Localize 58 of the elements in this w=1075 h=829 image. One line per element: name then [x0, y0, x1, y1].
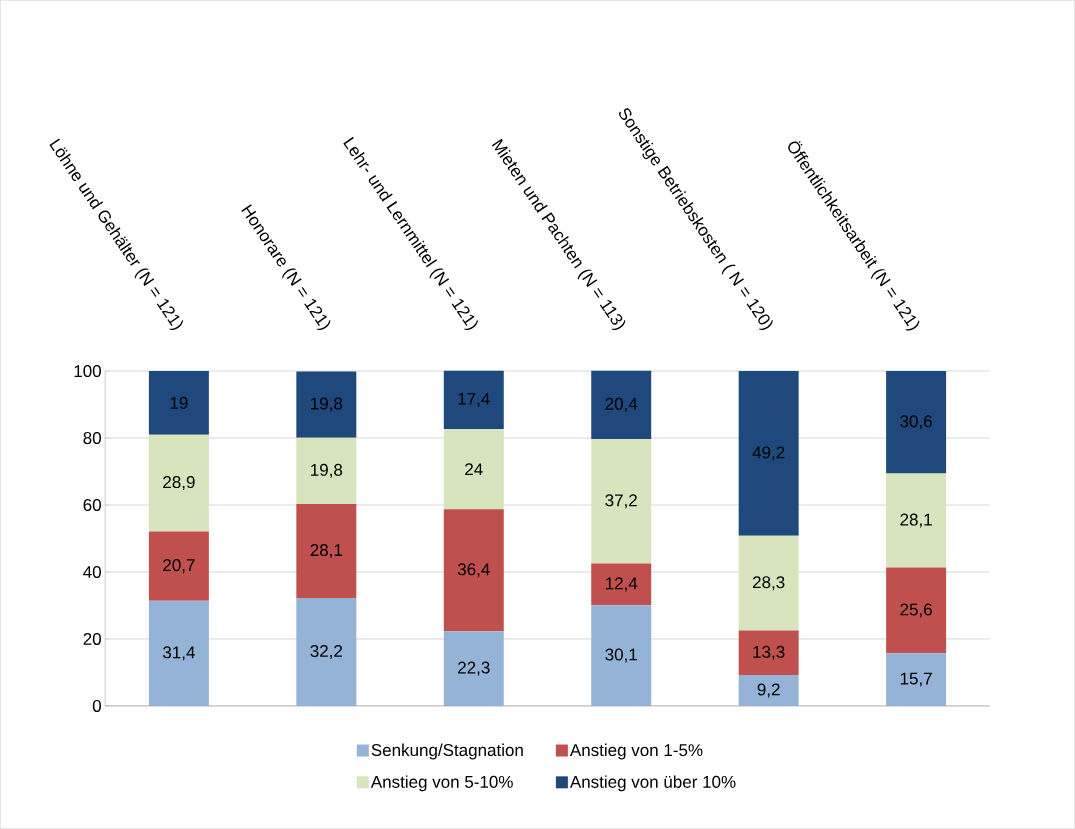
bar [148, 371, 209, 435]
data-label: 19 [170, 396, 188, 409]
y-tick-label: 100 [74, 365, 101, 378]
bar [591, 563, 652, 606]
bar [148, 434, 209, 532]
data-label: 25,6 [900, 603, 932, 618]
data-label: 24 [465, 463, 483, 476]
data-label: 20,4 [605, 397, 638, 412]
bar [296, 437, 357, 504]
data-label: 17,4 [458, 392, 490, 407]
bar [886, 371, 947, 474]
bar [738, 371, 799, 536]
bar [886, 653, 947, 706]
y-tick-label: 80 [83, 431, 101, 445]
data-label: 37,2 [605, 494, 637, 509]
data-label: 36,4 [457, 563, 490, 578]
data-label: 12,4 [605, 577, 638, 592]
bar [296, 371, 357, 438]
data-label: 22,3 [458, 661, 490, 676]
data-label: 28,1 [900, 513, 932, 528]
data-label: 30,6 [900, 415, 932, 430]
bar [296, 598, 357, 706]
bar [738, 535, 799, 631]
bar [591, 605, 652, 706]
bar [886, 473, 947, 568]
bar [591, 370, 652, 439]
legend-label: Anstieg von 5-10% [370, 775, 513, 792]
bar [443, 631, 504, 706]
bar [886, 567, 947, 654]
data-label: 31,4 [163, 646, 195, 661]
data-label: 30,1 [605, 648, 637, 663]
bar [591, 439, 652, 564]
bar [148, 531, 209, 601]
data-label: 13,3 [753, 645, 785, 660]
bar [738, 630, 799, 676]
data-label: 28,1 [310, 543, 343, 559]
legend-label: Senkung/Stagnation [371, 743, 523, 760]
bar [296, 503, 357, 599]
bar [738, 675, 799, 706]
data-label: 9,2 [757, 683, 780, 698]
data-label: 19,8 [311, 397, 343, 412]
legend-label: Anstieg von über 10% [569, 775, 736, 792]
data-label: 28,9 [163, 476, 195, 491]
data-label: 15,7 [900, 672, 932, 687]
data-label: 28,3 [752, 576, 785, 591]
y-tick-label: 40 [83, 565, 101, 578]
legend-label: Anstieg von 1-5% [569, 743, 703, 760]
y-tick-label: 20 [83, 632, 101, 645]
bar [443, 428, 504, 510]
bar [443, 370, 504, 429]
data-label: 19,8 [311, 463, 343, 478]
data-label: 20,7 [163, 559, 195, 574]
data-label: 49,2 [752, 446, 785, 461]
y-tick-label: 60 [83, 498, 101, 511]
bar [148, 600, 209, 706]
y-tick-label: 0 [92, 699, 101, 712]
bar [443, 509, 504, 632]
data-label: 32,2 [310, 644, 343, 659]
